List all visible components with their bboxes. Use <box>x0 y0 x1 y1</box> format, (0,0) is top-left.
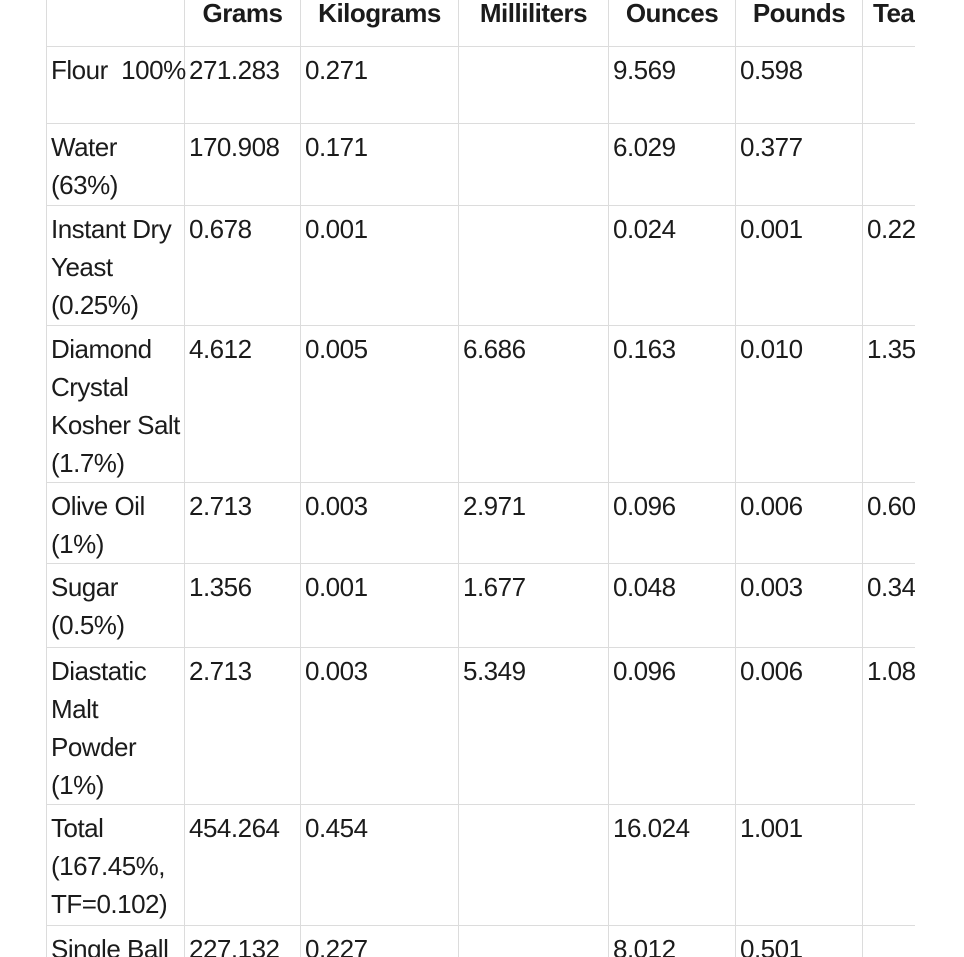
cell-pounds: 0.003 <box>735 563 863 648</box>
cell-pounds: 0.006 <box>735 482 863 564</box>
cell-grams: 227.132 <box>184 925 301 957</box>
ingredients-table: Grams Kilograms Milliliters Ounces Pound… <box>46 0 915 957</box>
cell-pounds: 0.010 <box>735 325 863 483</box>
cell-ounces: 0.024 <box>608 205 736 326</box>
cell-milliliters: 2.971 <box>458 482 609 564</box>
cell-pounds: 0.377 <box>735 123 863 206</box>
cell-milliliters: 6.686 <box>458 325 609 483</box>
cell-teaspoons: 0.60 <box>862 482 915 564</box>
cell-ingredient: Sugar (0.5%) <box>46 563 185 648</box>
cell-teaspoons <box>862 804 915 926</box>
cell-ingredient: Water (63%) <box>46 123 185 206</box>
column-header-teaspoons: Tea <box>862 0 915 47</box>
cell-kilograms: 0.005 <box>300 325 459 483</box>
table-body: Flour 100% 271.283 0.271 9.569 0.598 Water (6… <box>46 46 915 957</box>
cell-grams: 1.356 <box>184 563 301 648</box>
cell-milliliters <box>458 123 609 206</box>
cell-kilograms: 0.003 <box>300 482 459 564</box>
cell-pounds: 0.001 <box>735 205 863 326</box>
cell-ingredient: Total (167.45%, TF=0.102) <box>46 804 185 926</box>
column-header-ounces: Ounces <box>608 0 736 47</box>
table-row: Water (63%) 170.908 0.171 6.029 0.377 <box>46 123 915 206</box>
cell-kilograms: 0.271 <box>300 46 459 124</box>
cell-grams: 2.713 <box>184 482 301 564</box>
cell-kilograms: 0.003 <box>300 647 459 805</box>
cell-pounds: 0.598 <box>735 46 863 124</box>
cell-teaspoons <box>862 123 915 206</box>
cell-kilograms: 0.454 <box>300 804 459 926</box>
table-row: Single Ball 227.132 0.227 8.012 0.501 <box>46 925 915 957</box>
column-header-label: Tea <box>873 0 915 28</box>
header-row: Grams Kilograms Milliliters Ounces Pound… <box>46 0 915 47</box>
cell-grams: 454.264 <box>184 804 301 926</box>
cell-teaspoons: 0.34 <box>862 563 915 648</box>
cell-ounces: 6.029 <box>608 123 736 206</box>
cell-milliliters: 1.677 <box>458 563 609 648</box>
cell-pounds: 1.001 <box>735 804 863 926</box>
cell-ingredient: Instant Dry Yeast (0.25%) <box>46 205 185 326</box>
cell-ounces: 0.163 <box>608 325 736 483</box>
column-header-label: Kilograms <box>318 0 441 28</box>
cell-kilograms: 0.171 <box>300 123 459 206</box>
cell-kilograms: 0.001 <box>300 205 459 326</box>
column-header-kilograms: Kilograms <box>300 0 459 47</box>
cell-milliliters <box>458 925 609 957</box>
table-row: Olive Oil (1%) 2.713 0.003 2.971 0.096 0.006 0… <box>46 482 915 564</box>
column-header-label: Ounces <box>625 0 719 28</box>
cell-ounces: 0.048 <box>608 563 736 648</box>
cell-teaspoons: 0.22 <box>862 205 915 326</box>
cell-milliliters <box>458 46 609 124</box>
cell-ounces: 0.096 <box>608 647 736 805</box>
cell-pounds: 0.501 <box>735 925 863 957</box>
cell-kilograms: 0.227 <box>300 925 459 957</box>
cell-milliliters: 5.349 <box>458 647 609 805</box>
column-header-pounds: Pounds <box>735 0 863 47</box>
cell-ingredient: Olive Oil (1%) <box>46 482 185 564</box>
cell-teaspoons: 1.08 <box>862 647 915 805</box>
column-header-grams: Grams <box>184 0 301 47</box>
cell-ingredient: Single Ball <box>46 925 185 957</box>
column-header-label: Milliliters <box>479 0 588 28</box>
column-header-label: Grams <box>202 0 283 28</box>
cell-ingredient: Diastatic Malt Powder (1%) <box>46 647 185 805</box>
cell-ingredient: Diamond Crystal Kosher Salt (1.7%) <box>46 325 185 483</box>
cell-ounces: 16.024 <box>608 804 736 926</box>
table-row: Diamond Crystal Kosher Salt (1.7%) 4.612 0… <box>46 325 915 483</box>
cell-teaspoons: 1.35 <box>862 325 915 483</box>
cell-ounces: 9.569 <box>608 46 736 124</box>
cell-milliliters <box>458 804 609 926</box>
cell-grams: 271.283 <box>184 46 301 124</box>
cell-pounds: 0.006 <box>735 647 863 805</box>
table-clip-region: Grams Kilograms Milliliters Ounces Pound… <box>46 0 915 957</box>
table-row: Diastatic Malt Powder (1%) 2.713 0.003 5.34… <box>46 647 915 805</box>
column-header-ingredient <box>46 0 185 47</box>
cell-teaspoons <box>862 925 915 957</box>
cell-grams: 0.678 <box>184 205 301 326</box>
cell-ounces: 0.096 <box>608 482 736 564</box>
cell-grams: 170.908 <box>184 123 301 206</box>
column-header-label: Pounds <box>752 0 846 28</box>
cell-ounces: 8.012 <box>608 925 736 957</box>
cell-grams: 2.713 <box>184 647 301 805</box>
cell-grams: 4.612 <box>184 325 301 483</box>
cell-kilograms: 0.001 <box>300 563 459 648</box>
cell-milliliters <box>458 205 609 326</box>
table-row: Flour 100% 271.283 0.271 9.569 0.598 <box>46 46 915 124</box>
table-row: Sugar (0.5%) 1.356 0.001 1.677 0.048 0.003 0.3… <box>46 563 915 648</box>
column-header-milliliters: Milliliters <box>458 0 609 47</box>
table-row: Instant Dry Yeast (0.25%) 0.678 0.001 0.024… <box>46 205 915 326</box>
cell-teaspoons <box>862 46 915 124</box>
cell-ingredient: Flour 100% <box>46 46 186 124</box>
table-row: Total (167.45%, TF=0.102) 454.264 0.454 16.… <box>46 804 915 926</box>
